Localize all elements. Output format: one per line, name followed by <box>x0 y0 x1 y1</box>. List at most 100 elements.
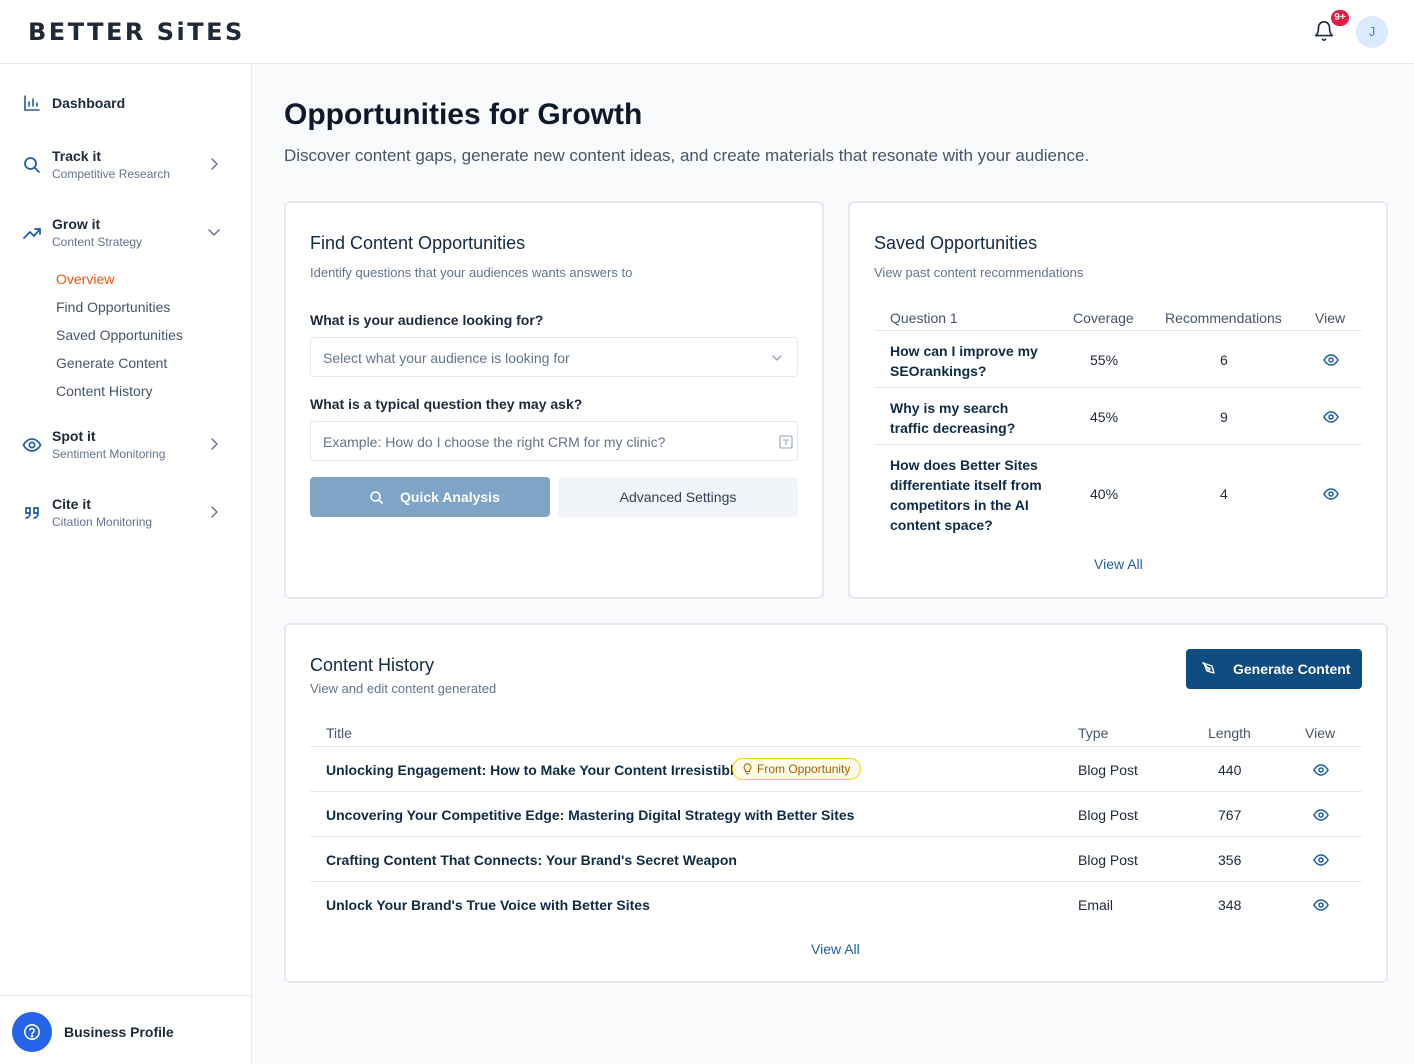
sidebar-item-label: Dashboard <box>52 95 126 111</box>
business-profile-button[interactable] <box>12 1012 52 1052</box>
sidebar-item-grow-it[interactable]: Grow it Content Strategy <box>0 213 251 253</box>
avatar[interactable]: J <box>1356 16 1388 48</box>
badge-label: From Opportunity <box>757 762 851 776</box>
audience-select[interactable]: Select what your audience is looking for <box>310 337 798 377</box>
search-icon <box>24 157 40 173</box>
sidebar-item-sublabel: Citation Monitoring <box>52 515 153 529</box>
chevron-right-icon <box>211 438 218 450</box>
card-title: Saved Opportunities <box>874 233 1038 253</box>
notification-badge: 9+ <box>1331 10 1349 26</box>
coverage-value: 40% <box>1090 486 1119 502</box>
sidebar-item-spot-it[interactable]: Spot it Sentiment Monitoring <box>0 425 251 465</box>
quick-analysis-button[interactable]: Quick Analysis <box>310 477 550 517</box>
trending-up-icon <box>23 228 41 239</box>
bell-icon[interactable] <box>1313 20 1335 42</box>
recommendations-value: 9 <box>1220 409 1228 425</box>
content-title[interactable]: Uncovering Your Competitive Edge: Master… <box>326 807 855 823</box>
from-opportunity-badge: From Opportunity <box>732 758 862 780</box>
sidebar-link-find-opportunities[interactable]: Find Opportunities <box>56 299 171 315</box>
sidebar-item-label: Cite it <box>52 496 91 512</box>
row-divider <box>310 836 1362 837</box>
bar-chart-icon <box>24 95 40 111</box>
sidebar-item-sublabel: Sentiment Monitoring <box>52 447 166 461</box>
content-title[interactable]: Unlocking Engagement: How to Make Your C… <box>326 762 742 778</box>
content-type: Blog Post <box>1078 852 1138 868</box>
sidebar-link-saved-opportunities[interactable]: Saved Opportunities <box>56 327 183 343</box>
sidebar-item-label: Track it <box>52 148 102 164</box>
sidebar-link-generate-content[interactable]: Generate Content <box>56 355 168 371</box>
generate-content-label: Generate Content <box>1233 661 1351 677</box>
chevron-right-icon <box>211 158 218 170</box>
sidebar-link-content-history[interactable]: Content History <box>56 383 153 399</box>
page-title: Opportunities for Growth <box>284 98 643 131</box>
content-length: 767 <box>1218 807 1242 823</box>
col-header-question: Question 1 <box>890 310 958 326</box>
row-divider <box>310 881 1362 882</box>
eye-icon[interactable] <box>1313 897 1329 913</box>
content-title[interactable]: Unlock Your Brand's True Voice with Bett… <box>326 897 650 913</box>
row-divider <box>874 444 1362 445</box>
pen-tool-icon <box>1202 662 1215 674</box>
question-input-placeholder: Example: How do I choose the right CRM f… <box>323 434 666 450</box>
content-length: 440 <box>1218 762 1242 778</box>
question-text: Why is my search traffic decreasing? <box>890 400 1016 436</box>
eye-icon[interactable] <box>1313 807 1329 823</box>
sidebar-item-track-it[interactable]: Track it Competitive Research <box>0 145 251 185</box>
advanced-settings-button[interactable]: Advanced Settings <box>558 477 798 517</box>
question-text: How does Better Sites differentiate itsel… <box>890 457 1042 533</box>
quick-analysis-label: Quick Analysis <box>400 489 500 505</box>
eye-icon[interactable] <box>1313 762 1329 778</box>
col-header-coverage: Coverage <box>1073 310 1134 326</box>
sidebar-item-label: Grow it <box>52 216 101 232</box>
content-history-card: Content History View and edit content ge… <box>284 623 1388 983</box>
col-header-view: View <box>1305 725 1336 741</box>
card-title: Find Content Opportunities <box>310 233 526 253</box>
coverage-value: 45% <box>1090 409 1119 425</box>
col-header-title: Title <box>326 725 352 741</box>
sidebar-link-overview[interactable]: Overview <box>56 271 115 287</box>
col-header-recommendations: Recommendations <box>1165 310 1282 326</box>
recommendations-value: 6 <box>1220 352 1228 368</box>
col-header-view: View <box>1315 310 1346 326</box>
history-view-all-link[interactable]: View All <box>811 941 860 957</box>
question-text: How can I improve my SEOrankings? <box>890 343 1038 379</box>
card-subtitle: Identify questions that your audiences w… <box>310 265 633 280</box>
sidebar-item-cite-it[interactable]: Cite it Citation Monitoring <box>0 493 251 533</box>
chevron-down-icon <box>772 355 782 361</box>
text-field-icon <box>779 435 793 449</box>
saved-view-all-link[interactable]: View All <box>1094 556 1143 572</box>
eye-icon[interactable] <box>1323 409 1339 425</box>
content-type: Email <box>1078 897 1114 913</box>
sidebar-item-sublabel: Competitive Research <box>52 167 171 181</box>
eye-icon[interactable] <box>1323 486 1339 502</box>
generate-content-button[interactable]: Generate Content <box>1186 649 1362 689</box>
content-title[interactable]: Crafting Content That Connects: Your Bra… <box>326 852 737 868</box>
help-circle-icon <box>24 1024 40 1040</box>
sidebar-divider <box>0 995 251 996</box>
sidebar-item-dashboard[interactable]: Dashboard <box>0 89 251 117</box>
sidebar-item-label: Spot it <box>52 428 96 444</box>
row-divider <box>874 330 1362 331</box>
question-input[interactable]: Example: How do I choose the right CRM f… <box>310 421 798 461</box>
audience-label: What is your audience looking for? <box>310 312 544 328</box>
question-label: What is a typical question they may ask? <box>310 396 583 412</box>
coverage-value: 55% <box>1090 352 1119 368</box>
business-profile-label[interactable]: Business Profile <box>64 1024 174 1040</box>
col-header-length: Length <box>1208 725 1251 741</box>
card-title: Content History <box>310 655 435 675</box>
sidebar: Dashboard Track it Competitive Research … <box>0 65 252 1064</box>
chevron-down-icon <box>208 229 220 236</box>
row-divider <box>310 791 1362 792</box>
content-length: 356 <box>1218 852 1242 868</box>
content-type: Blog Post <box>1078 762 1138 778</box>
eye-icon[interactable] <box>1323 352 1339 368</box>
find-opportunities-card: Find Content Opportunities Identify ques… <box>284 201 824 599</box>
card-subtitle: View and edit content generated <box>310 681 497 696</box>
audience-select-placeholder: Select what your audience is looking for <box>323 350 570 366</box>
logo[interactable]: BETTER SiTES <box>28 18 245 46</box>
card-subtitle: View past content recommendations <box>874 265 1084 280</box>
eye-icon[interactable] <box>1313 852 1329 868</box>
page-subtitle: Discover content gaps, generate new cont… <box>284 146 1090 165</box>
saved-opportunities-card: Saved Opportunities View past content re… <box>848 201 1388 599</box>
recommendations-value: 4 <box>1220 486 1228 502</box>
